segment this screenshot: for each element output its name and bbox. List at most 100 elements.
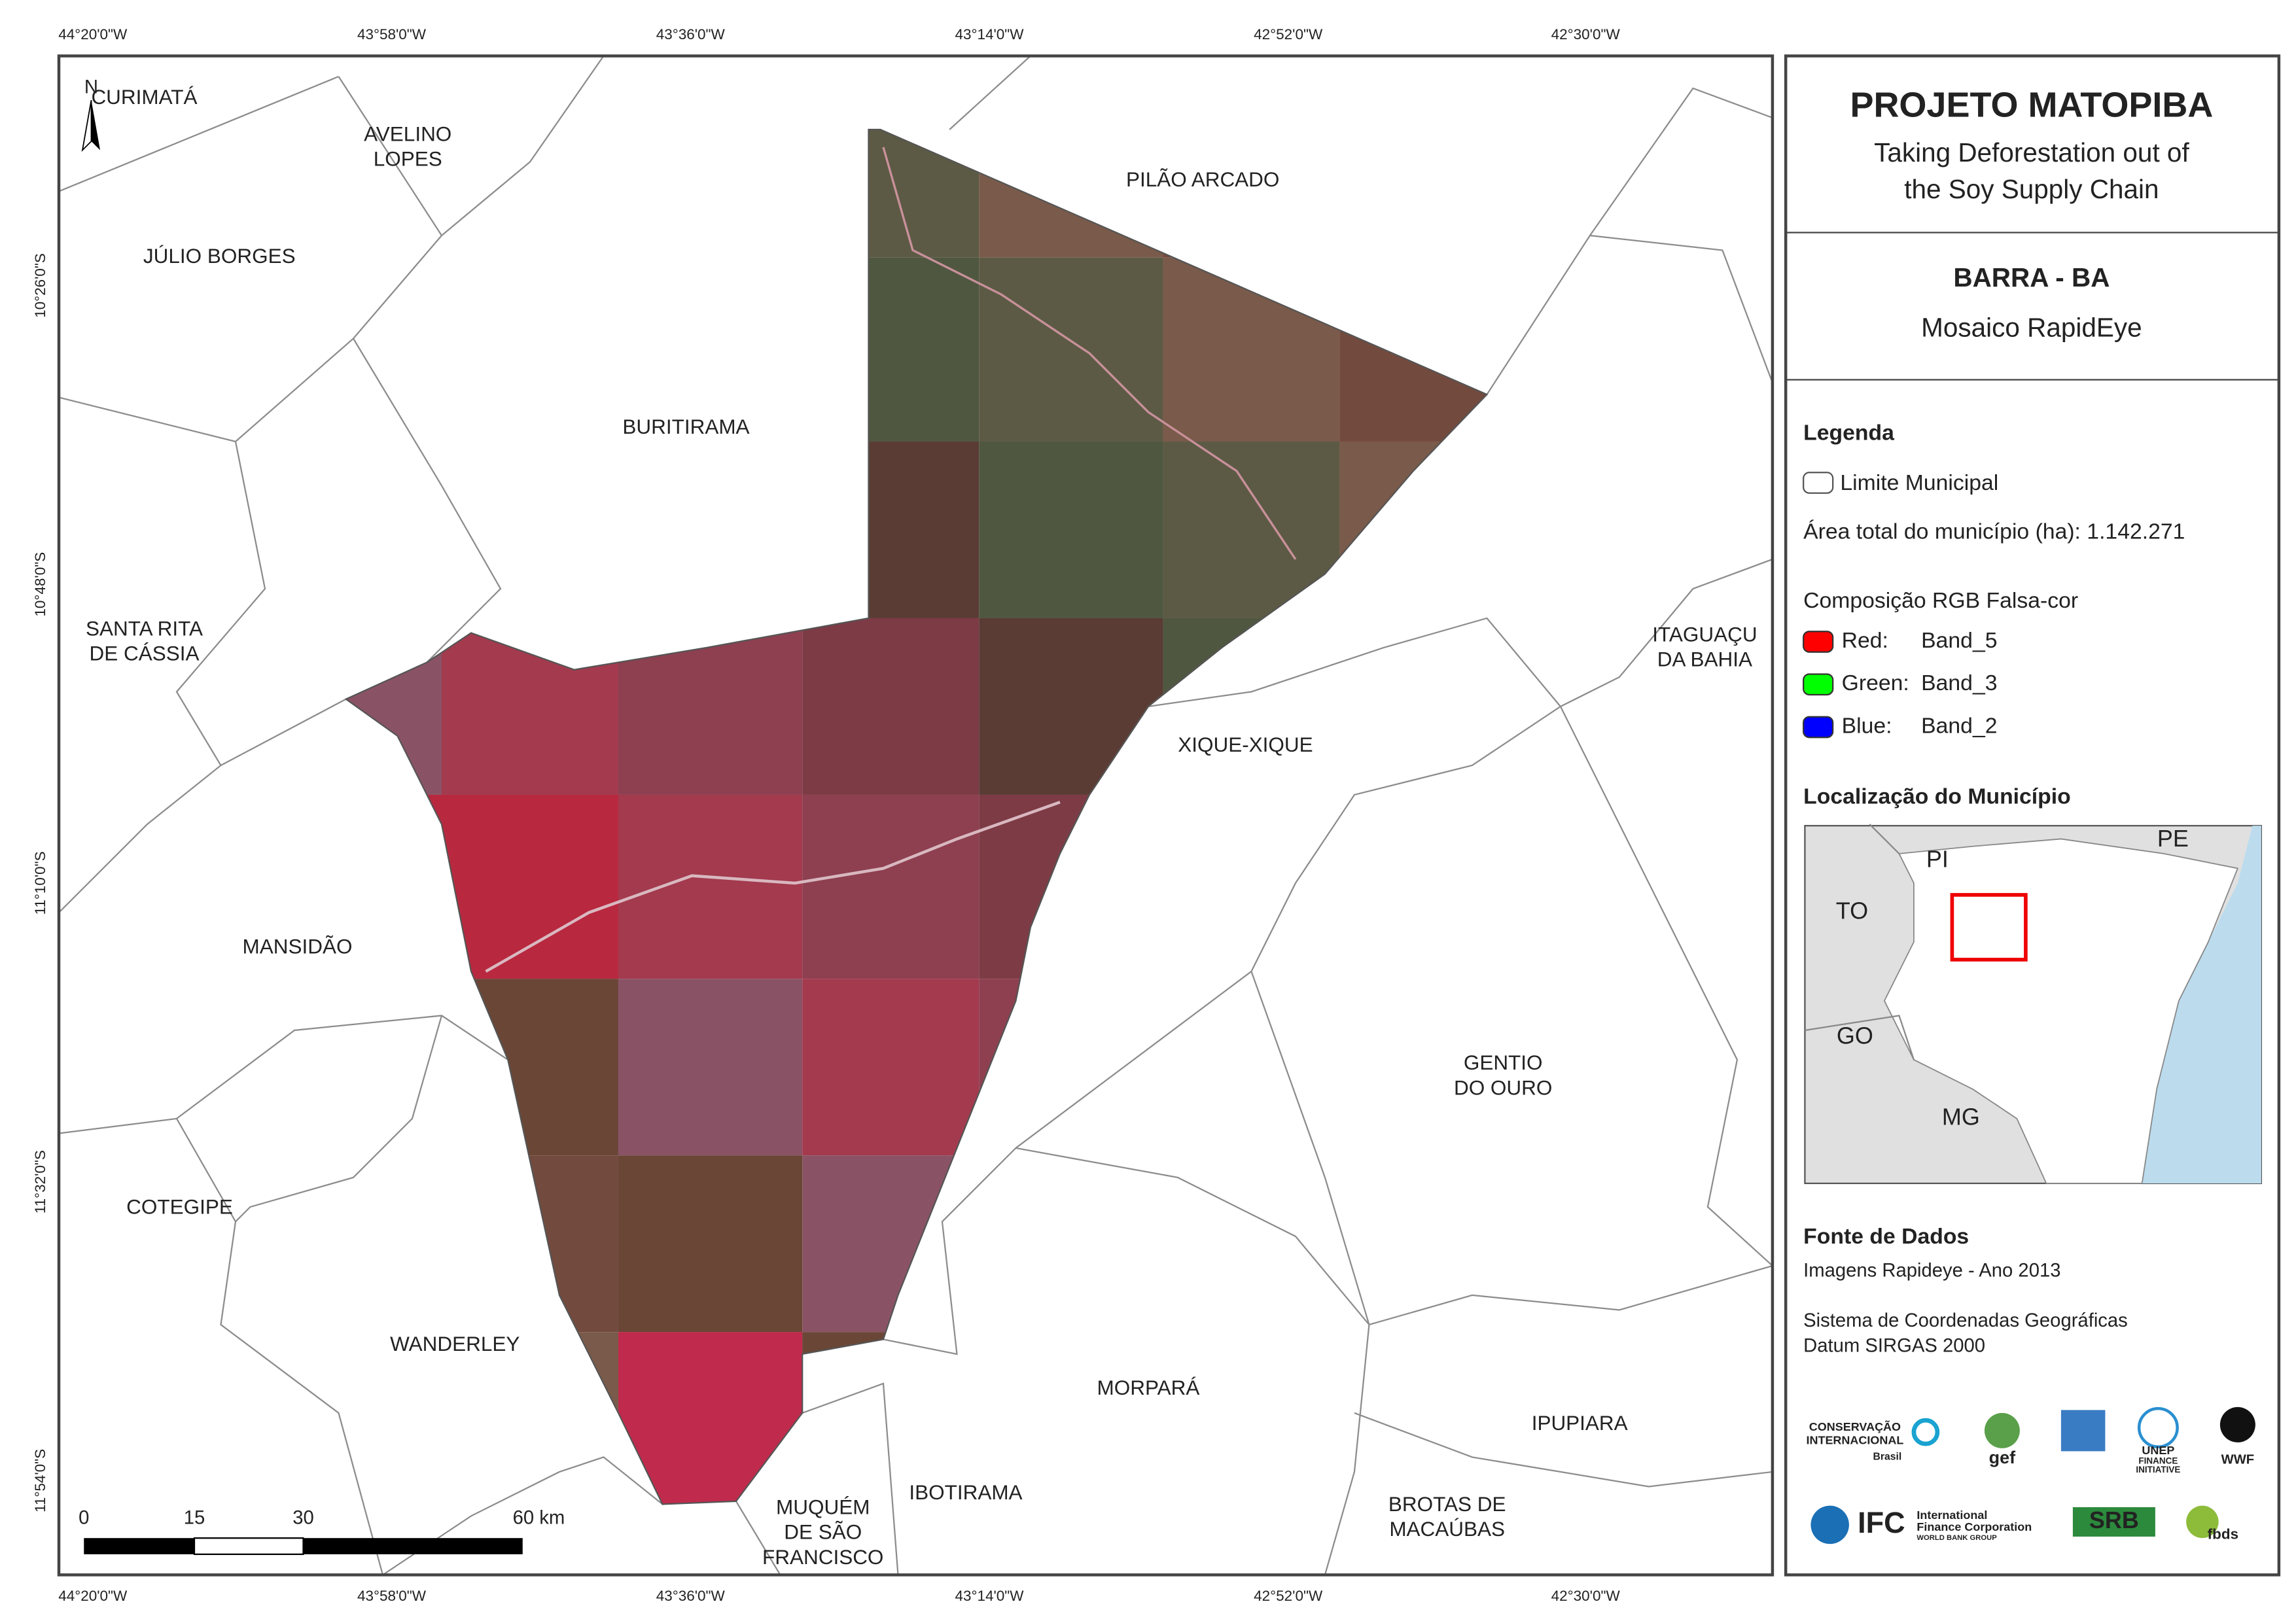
latitude-label: 10°48'0"S bbox=[32, 552, 48, 617]
boundaries bbox=[59, 56, 1773, 1575]
band-name: Band_3 bbox=[1921, 671, 1997, 695]
band-channel: Red: bbox=[1842, 628, 1888, 653]
place-label: WANDERLEY bbox=[390, 1332, 520, 1355]
logo-text: UNEP bbox=[2142, 1444, 2174, 1457]
inset-highlight bbox=[1950, 893, 2028, 962]
subtitle: Taking Deforestation out of bbox=[1874, 137, 2189, 167]
inset-bahia bbox=[1883, 838, 2239, 1184]
municipality: BARRA - BA bbox=[1953, 262, 2110, 292]
mosaic-tile bbox=[802, 979, 980, 1156]
longitude-label: 44°20'0"W bbox=[58, 1588, 128, 1604]
mosaic-tile bbox=[979, 441, 1163, 618]
longitude-label: 43°58'0"W bbox=[357, 26, 427, 43]
logo-icon bbox=[1911, 1418, 1940, 1446]
logo-icon bbox=[2137, 1406, 2179, 1448]
band-swatch bbox=[1803, 631, 1834, 653]
place-label: DO OURO bbox=[1454, 1075, 1552, 1099]
place-label: MACAÚBAS bbox=[1389, 1517, 1505, 1541]
logo-text: CONSERVAÇÃO bbox=[1809, 1420, 1901, 1433]
place-label: DE SÃO bbox=[784, 1520, 862, 1544]
place-label: BURITIRAMA bbox=[622, 415, 749, 438]
longitude-label: 43°58'0"W bbox=[357, 1588, 427, 1604]
state-label: TO bbox=[1836, 897, 1868, 924]
mosaic-tile bbox=[979, 257, 1163, 442]
logo-text: WWF bbox=[2221, 1452, 2255, 1467]
latitude-label: 11°32'0"S bbox=[32, 1150, 48, 1213]
longitude-label: 42°30'0"W bbox=[1551, 1588, 1621, 1604]
mosaic-tile bbox=[802, 794, 980, 979]
title: PROJETO MATOPIBA bbox=[1850, 86, 2213, 125]
scale-label: 15 bbox=[184, 1508, 205, 1529]
longitude-label: 42°52'0"W bbox=[1254, 1588, 1323, 1604]
place-label: FRANCISCO bbox=[762, 1545, 883, 1569]
band-channel: Green: bbox=[1842, 671, 1909, 695]
place-label: GENTIO bbox=[1464, 1051, 1543, 1074]
north-label: N bbox=[84, 77, 98, 98]
band-channel: Blue: bbox=[1842, 713, 1892, 738]
place-label: BROTAS DE bbox=[1388, 1492, 1506, 1516]
map-frame bbox=[57, 54, 1775, 1577]
logo-icon bbox=[2186, 1505, 2219, 1539]
logo-text: Finance Corporation bbox=[1916, 1520, 2032, 1533]
mosaic-tile bbox=[802, 618, 980, 795]
panel-frame bbox=[1784, 54, 2281, 1577]
place-label: MUQUÉM bbox=[776, 1495, 870, 1518]
longitude-label: 43°36'0"W bbox=[656, 26, 726, 43]
logo-text: Brasil bbox=[1873, 1452, 1902, 1463]
inset-sea bbox=[2142, 826, 2261, 1183]
logo-icon bbox=[2219, 1406, 2255, 1442]
place-label: JÚLIO BORGES bbox=[143, 244, 296, 268]
place-label: SANTA RITA bbox=[86, 616, 203, 640]
scale-bar bbox=[84, 1538, 194, 1554]
scale-label: 30 bbox=[292, 1508, 314, 1529]
logo-text: SRB bbox=[2089, 1507, 2139, 1533]
place-label: IBOTIRAMA bbox=[909, 1480, 1022, 1504]
logo-text: International bbox=[1916, 1509, 1987, 1522]
place-label: ITAGUAÇU bbox=[1652, 622, 1757, 646]
sources-title: Fonte de Dados bbox=[1803, 1224, 1969, 1249]
north-arrow bbox=[81, 99, 100, 152]
logo-icon bbox=[2072, 1507, 2155, 1537]
logo-text: IFC bbox=[1858, 1506, 1905, 1539]
place-label: COTEGIPE bbox=[126, 1195, 233, 1219]
river bbox=[882, 147, 1297, 560]
state-label: MG bbox=[1942, 1103, 1980, 1130]
river bbox=[485, 801, 1061, 973]
product: Mosaico RapidEye bbox=[1921, 313, 2142, 343]
longitude-label: 43°36'0"W bbox=[656, 1588, 726, 1604]
scale-label: 0 bbox=[79, 1508, 89, 1529]
place-label: MORPARÁ bbox=[1097, 1376, 1200, 1399]
place-label: AVELINO bbox=[364, 122, 451, 145]
place-label: CURIMATÁ bbox=[91, 85, 197, 109]
logo-icon bbox=[1810, 1505, 1849, 1544]
band-swatch bbox=[1803, 673, 1834, 696]
longitude-label: 42°30'0"W bbox=[1551, 26, 1621, 43]
latitude-label: 10°26'0"S bbox=[32, 253, 48, 318]
band-swatch bbox=[1803, 716, 1834, 739]
band-name: Band_5 bbox=[1921, 628, 1997, 653]
logo-text: WORLD BANK GROUP bbox=[1916, 1534, 1997, 1542]
scale-bar bbox=[303, 1538, 523, 1554]
inset-border bbox=[1869, 824, 1900, 854]
longitude-label: 44°20'0"W bbox=[58, 26, 128, 43]
latitude-label: 11°10'0"S bbox=[32, 851, 48, 915]
place-label: IPUPIARA bbox=[1532, 1411, 1628, 1435]
logo-text: gef bbox=[1989, 1448, 2016, 1467]
legend-area: Área total do município (ha): 1.142.271 bbox=[1803, 519, 2185, 544]
place-label: DA BAHIA bbox=[1657, 648, 1752, 671]
scale-bar bbox=[193, 1537, 304, 1556]
place-label: LOPES bbox=[374, 147, 442, 171]
logo-text: FINANCE bbox=[2138, 1456, 2178, 1466]
latitude-label: 11°54'0"S bbox=[32, 1449, 48, 1512]
state-label: GO bbox=[1837, 1022, 1873, 1049]
logo-icon bbox=[2060, 1410, 2106, 1452]
logo-icon bbox=[1984, 1412, 2020, 1448]
state-label: PI bbox=[1926, 846, 1949, 873]
inset-border bbox=[1805, 1015, 1915, 1060]
logo-text: INITIATIVE bbox=[2136, 1465, 2180, 1475]
mosaic-tile bbox=[618, 794, 803, 979]
place-label: MANSIDÃO bbox=[243, 934, 353, 958]
location-title: Localização do Município bbox=[1803, 784, 2071, 809]
